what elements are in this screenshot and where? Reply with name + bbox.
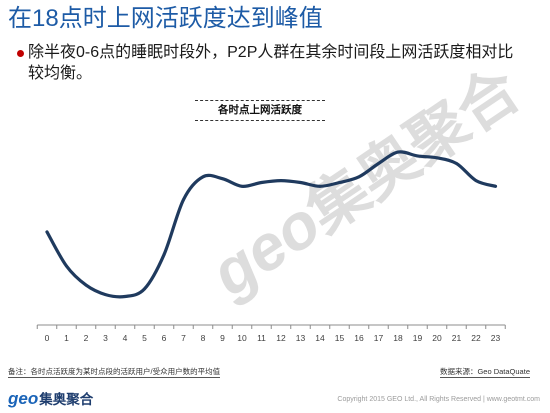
bullet-text: 除半夜0-6点的睡眠时段外，P2P人群在其余时间段上网活跃度相对比 较均衡。 <box>28 42 513 84</box>
x-tick-label: 8 <box>201 333 206 343</box>
x-tick-label: 22 <box>471 333 481 343</box>
data-point-23 <box>494 184 497 188</box>
bullet-text-line: 除半夜0-6点的睡眠时段外，P2P人群在其余时间段上网活跃度相对比 <box>28 44 514 61</box>
x-tick-label: 17 <box>374 333 384 343</box>
x-tick-label: 2 <box>84 333 89 343</box>
bullet-text-line: 较均衡。 <box>28 65 93 82</box>
data-point-1 <box>65 264 68 268</box>
x-tick-label: 1 <box>64 333 69 343</box>
data-point-9 <box>221 177 224 181</box>
x-axis-labels: 0 1 2 3 4 5 6 7 8 9 10 11 12 13 14 15 16 17 18 19 20 21 22 23 <box>45 333 501 343</box>
x-tick-label: 11 <box>257 333 266 343</box>
x-tick-label: 21 <box>452 333 462 343</box>
data-point-6 <box>162 253 166 257</box>
x-tick-label: 9 <box>220 333 225 343</box>
bullet-dot-icon <box>17 50 24 57</box>
data-point-0 <box>45 230 49 234</box>
data-point-17 <box>377 162 380 165</box>
data-point-15 <box>338 181 341 184</box>
slide-title: 在18点时上网活跃度达到峰值 <box>8 5 323 32</box>
data-point-13 <box>299 181 302 184</box>
data-point-11 <box>260 181 263 184</box>
data-point-7 <box>182 198 185 202</box>
data-point-14 <box>318 184 322 188</box>
data-point-10 <box>240 184 244 188</box>
data-point-4 <box>123 295 127 298</box>
data-point-22 <box>474 179 478 183</box>
x-tick-label: 6 <box>162 333 167 343</box>
x-tick-label: 7 <box>181 333 186 343</box>
data-points <box>45 150 497 298</box>
x-tick-label: 18 <box>393 333 403 343</box>
x-tick-label: 5 <box>142 333 147 343</box>
data-source: 数据来源：Geo DataQuate <box>439 367 530 378</box>
data-point-3 <box>104 293 107 296</box>
series-line <box>45 150 498 299</box>
data-point-12 <box>279 179 283 183</box>
x-tick-label: 4 <box>123 333 128 343</box>
x-tick-label: 15 <box>335 333 345 343</box>
data-point-20 <box>435 156 439 160</box>
x-tick-label: 16 <box>354 333 364 343</box>
footnote: 备注：各时点活跃度为某时点段的活跃用户/受众用户数的平均值 <box>8 367 221 378</box>
company-logo: geo集奥聚合 <box>8 389 93 409</box>
copyright: Copyright 2015 GEO Ltd., All Rights Rese… <box>337 396 540 403</box>
data-point-21 <box>455 162 458 165</box>
x-tick-label: 20 <box>432 333 442 343</box>
logo-latin: geo <box>8 389 39 408</box>
data-point-18 <box>396 150 400 154</box>
data-point-16 <box>357 175 361 179</box>
data-point-8 <box>201 175 205 179</box>
x-tick-label: 10 <box>237 333 247 343</box>
x-tick-label: 19 <box>413 333 423 343</box>
x-tick-label: 3 <box>103 333 108 343</box>
x-axis <box>36 324 506 329</box>
data-point-5 <box>143 287 146 291</box>
logo-cjk: 集奥聚合 <box>39 392 94 407</box>
x-tick-label: 14 <box>315 333 325 343</box>
chart-title: 各时点上网活跃度 <box>195 100 325 121</box>
x-tick-label: 13 <box>296 333 306 343</box>
x-tick-label: 23 <box>491 333 501 343</box>
data-point-19 <box>416 154 419 158</box>
x-tick-label: 0 <box>45 333 50 343</box>
x-tick-label: 12 <box>276 333 286 343</box>
data-point-2 <box>84 283 88 287</box>
